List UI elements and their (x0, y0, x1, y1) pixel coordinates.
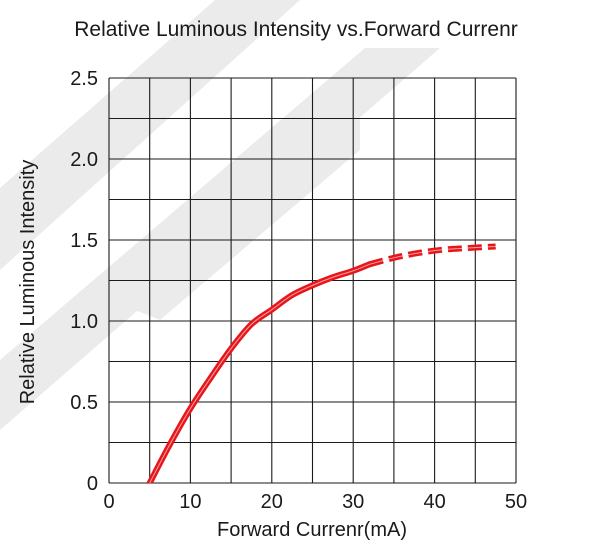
x-tick-label: 20 (261, 491, 283, 513)
y-axis: 0 0.5 1.0 1.5 2.0 2.5 (70, 68, 98, 495)
y-tick-label: 2.5 (70, 68, 98, 90)
x-tick-label: 40 (423, 491, 445, 513)
chart-title: Relative Luminous Intensity vs.Forward C… (74, 18, 518, 41)
series-line-dashed (368, 243, 496, 268)
x-tick-label: 10 (179, 491, 201, 513)
y-tick-label: 1.5 (70, 230, 98, 252)
y-tick-label: 2.0 (70, 149, 98, 171)
grid (108, 77, 517, 484)
x-axis: 0 10 20 30 40 50 (103, 491, 527, 513)
series-group (146, 243, 496, 483)
y-tick-label: 1.0 (70, 311, 98, 333)
x-axis-label: Forward Currenr(mA) (217, 519, 407, 541)
y-tick-label: 0.5 (70, 392, 98, 414)
y-axis-label: Relative Luminous Intensity (17, 160, 39, 405)
series-line-highlight (149, 263, 370, 483)
series-line-highlight (369, 245, 496, 265)
y-tick-label: 0 (87, 473, 98, 495)
x-tick-label: 0 (103, 491, 114, 513)
x-tick-label: 30 (342, 491, 364, 513)
x-tick-label: 50 (505, 491, 527, 513)
